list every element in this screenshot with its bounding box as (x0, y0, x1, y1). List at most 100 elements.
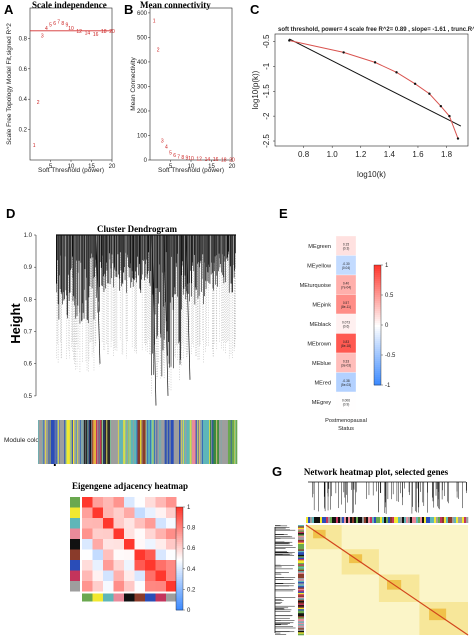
panel-g-left-color (298, 580, 304, 583)
panel-c-ytick-label: -2 (262, 112, 271, 120)
panel-f-cell (82, 528, 93, 539)
module-color-stripe (165, 420, 167, 464)
module-color-stripe (196, 420, 197, 464)
panel-g-top-color (386, 517, 389, 523)
panel-f-cell (82, 549, 93, 560)
panel-b-point-label: 10 (188, 156, 194, 162)
panel-f-cell (145, 560, 156, 571)
panel-g-top-color (324, 517, 327, 523)
panel-g-left-color (298, 594, 304, 596)
panel-b-point-label: 6 (173, 153, 176, 159)
panel-g-top-color (438, 517, 441, 523)
panel-g-top-color (326, 517, 329, 523)
panel-c-point (448, 114, 451, 118)
panel-b-point-label: 18 (221, 157, 227, 163)
panel-e-colorbar-step (374, 267, 381, 270)
panel-f-colorbar-label: 0.6 (187, 546, 196, 552)
panel-g-top-color (376, 517, 379, 523)
panel-f-colorbar-step (176, 564, 183, 568)
panel-f-colorbar-step (176, 585, 183, 588)
panel-c-ytick-label: -1 (262, 62, 271, 70)
panel-g-left-color (298, 603, 304, 606)
panel-e-colorbar-step (374, 335, 381, 338)
module-color-segment (164, 420, 174, 464)
module-color-stripe (42, 420, 44, 464)
panel-e-cell-pvalue: (0.6) (343, 324, 350, 328)
panel-g-left-color (298, 628, 304, 630)
panel-g-top-color (310, 517, 313, 523)
panel-b-point-label: 3 (161, 138, 164, 144)
panel-f-cell (145, 570, 156, 581)
panel-f-cell (134, 570, 145, 581)
panel-label-g: G (272, 464, 282, 479)
panel-d-ytick-label: 0.9 (24, 265, 33, 271)
panel-b-point-label: 20 (229, 158, 235, 164)
panel-g-top-color (404, 517, 407, 523)
panel-e-colorbar-label: -0.5 (385, 353, 396, 359)
panel-e-colorbar-step (374, 337, 381, 340)
panel-f-cell (103, 560, 114, 571)
panel-g-top-color (314, 517, 317, 523)
panel-f-colorbar-step (176, 525, 183, 528)
panel-e-colorbar-step (374, 375, 381, 378)
panel-f-colorbar-step (176, 560, 183, 564)
panel-f-cell (103, 528, 114, 539)
panel-a-ytick-label: 0.6 (19, 67, 28, 73)
module-color-stripe (75, 420, 77, 464)
module-color-stripe (145, 420, 147, 464)
panel-g-left-color (298, 579, 304, 581)
panel-f-cell (103, 497, 114, 508)
panel-g-top-color (464, 517, 467, 523)
module-color-stripe (72, 420, 74, 464)
panel-g-top-color (390, 517, 393, 523)
module-color-stripe (93, 420, 95, 464)
panel-f-cell (124, 570, 135, 581)
panel-b-point-label: 16 (213, 157, 219, 163)
panel-f-colorbar-step (176, 529, 183, 533)
panel-g-left-color (298, 527, 304, 530)
panel-g-left-color (298, 539, 304, 542)
panel-b-point-label: 5 (169, 151, 172, 157)
panel-g-top-color (412, 517, 415, 523)
panel-g-top-color (446, 517, 449, 523)
module-color-stripe (198, 420, 199, 464)
panel-b-ytick-label: 300 (137, 84, 148, 90)
panel-g-left-color (298, 548, 304, 550)
module-color-stripe (79, 420, 81, 464)
panel-g-top-color (334, 517, 337, 523)
panel-g-left-color (298, 545, 304, 548)
panel-g-top-color (348, 517, 351, 523)
panel-f-cell (155, 560, 166, 571)
module-color-stripe (110, 420, 111, 464)
panel-f-colorbar-step (176, 599, 183, 603)
panel-f-cell (145, 581, 156, 592)
panel-e-colorbar-step (374, 353, 381, 356)
panel-d-color-row-label: Module colors (4, 437, 45, 444)
panel-b-xtick-label: 15 (208, 164, 215, 170)
panel-f-colorbar-step (176, 517, 183, 520)
panel-d-ylabel: Height (8, 303, 23, 344)
panel-e-colorbar-step (374, 363, 381, 366)
panel-g-top-color (330, 517, 333, 523)
panel-g-top-color (344, 517, 347, 523)
panel-g-left-color (298, 586, 304, 588)
panel-c-ytick-label: -1.5 (262, 84, 271, 98)
panel-f-colorbar-step (176, 597, 183, 601)
panel-g-top-color (458, 517, 461, 523)
panel-e-colorbar-step (374, 325, 381, 328)
panel-c-xtick-label: 1.0 (327, 150, 339, 159)
dendrogram-branch (185, 234, 191, 380)
panel-e-colorbar-step (374, 321, 381, 324)
module-color-stripe (117, 420, 119, 464)
panel-f-cell (155, 581, 166, 592)
module-color-stripe (110, 420, 112, 464)
panel-f-colorbar-step (176, 577, 183, 580)
module-color-stripe (88, 420, 90, 464)
module-color-stripe (72, 420, 74, 464)
panel-f-colorbar-step (176, 531, 183, 535)
module-color-stripe (47, 420, 49, 464)
panel-a-point-label: 7 (57, 20, 60, 26)
panel-f-cell (166, 581, 177, 592)
panel-f-cell (103, 539, 114, 550)
